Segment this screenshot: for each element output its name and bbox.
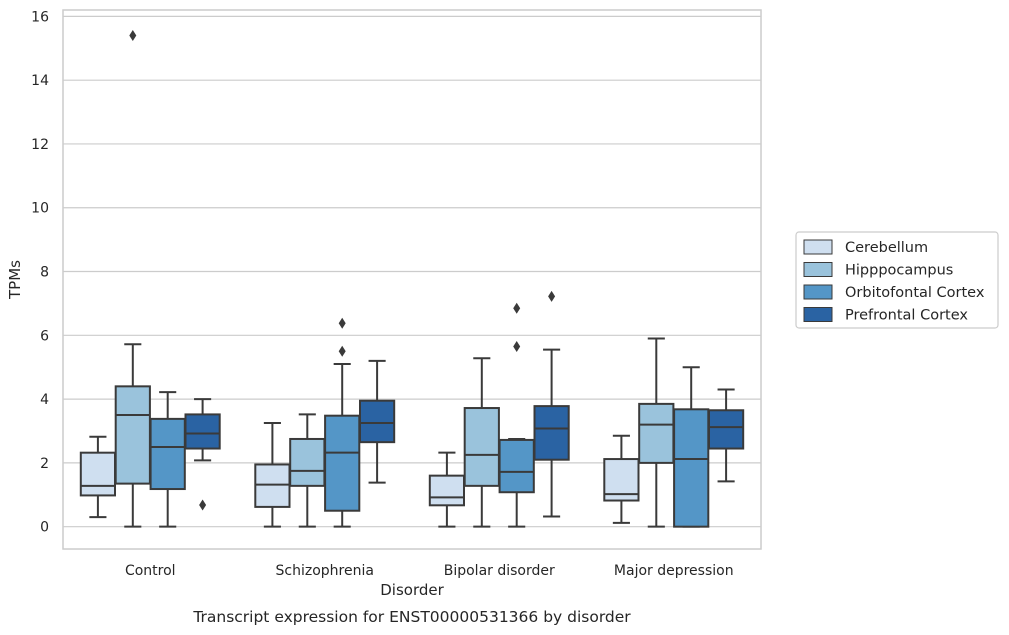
x-tick-label-major-depression: Major depression (614, 563, 734, 579)
legend-item-prefrontal-cortex: Prefrontal Cortex (803, 307, 968, 324)
box-hipppocampus-major-depression (638, 337, 675, 528)
x-axis-label: Disorder (380, 581, 444, 599)
box-cerebellum-schizophrenia (254, 422, 291, 528)
series-prefrontal-cortex (184, 290, 745, 518)
series-hipppocampus (114, 30, 675, 528)
box-iqr (673, 408, 710, 528)
box-hipppocampus-schizophrenia (289, 413, 326, 528)
legend-swatch (803, 284, 833, 300)
box-iqr (114, 385, 151, 485)
outlier-point (513, 340, 521, 352)
box-iqr (533, 405, 570, 461)
y-axis-label: TPMs (6, 260, 24, 300)
legend-item-cerebellum: Cerebellum (803, 239, 928, 256)
outlier-point (338, 317, 346, 329)
legend-swatch (803, 239, 833, 255)
box-plot-series (79, 30, 745, 528)
outlier-point (338, 345, 346, 357)
legend-swatch (803, 307, 833, 322)
box-prefrontal-cortex-major-depression (707, 388, 745, 483)
box-cerebellum-control (79, 435, 117, 519)
y-tick-label: 0 (40, 520, 49, 536)
legend-item-orbitofontal-cortex: Orbitofontal Cortex (803, 284, 985, 301)
box-iqr (358, 399, 396, 444)
outlier-point (199, 499, 207, 511)
box-cerebellum-bipolar-disorder (428, 451, 466, 528)
legend: Cerebellum Hipppocampus Orbitofontal Corte… (795, 231, 999, 329)
box-orbitofontal-cortex-schizophrenia (324, 317, 361, 528)
y-tick-label: 16 (31, 9, 49, 25)
box-iqr (254, 463, 291, 508)
box-prefrontal-cortex-bipolar-disorder (533, 290, 570, 518)
box-iqr (324, 414, 361, 512)
outlier-point (513, 302, 521, 314)
outlier-point (129, 30, 137, 42)
box-iqr (638, 402, 675, 464)
legend-label: Prefrontal Cortex (845, 308, 968, 324)
box-prefrontal-cortex-control (184, 398, 221, 511)
x-tick-label-control: Control (125, 563, 176, 579)
plot-frame (62, 9, 762, 550)
box-cerebellum-major-depression (603, 434, 640, 524)
legend-frame (795, 231, 999, 329)
legend-label: Hipppocampus (845, 263, 953, 279)
box-iqr (149, 417, 186, 491)
box-orbitofontal-cortex-major-depression (673, 366, 710, 528)
outlier-point (548, 290, 556, 302)
x-tick-label-schizophrenia: Schizophrenia (276, 563, 374, 579)
y-tick-label: 2 (40, 456, 49, 472)
legend-label: Cerebellum (845, 240, 928, 256)
y-tick-label: 12 (31, 137, 49, 153)
box-iqr (289, 437, 326, 487)
y-tick-label: 8 (40, 265, 49, 281)
series-cerebellum (79, 422, 640, 528)
box-prefrontal-cortex-schizophrenia (358, 359, 396, 484)
y-tick-label: 14 (31, 73, 49, 89)
y-tick-label: 10 (31, 201, 49, 217)
x-axis-ticks: Control Schizophrenia Bipolar disorder Majo… (125, 563, 734, 579)
box-iqr (707, 409, 745, 450)
box-orbitofontal-cortex-control (149, 391, 186, 528)
box-hipppocampus-control (114, 30, 151, 528)
box-hipppocampus-bipolar-disorder (463, 357, 500, 528)
box-iqr (498, 438, 535, 494)
y-axis-ticks: 0 2 4 6 8 10 12 14 16 (31, 9, 49, 535)
x-tick-label-bipolar-disorder: Bipolar disorder (444, 563, 555, 579)
y-tick-label: 6 (40, 328, 49, 344)
chart-caption: Transcript expression for ENST0000053136… (192, 608, 631, 626)
legend-swatch (803, 262, 833, 277)
y-tick-label: 4 (40, 392, 49, 408)
box-orbitofontal-cortex-bipolar-disorder (498, 302, 535, 528)
legend-label: Orbitofontal Cortex (845, 285, 985, 301)
box-iqr (428, 474, 466, 507)
box-iqr (184, 413, 221, 450)
box-iqr (79, 451, 117, 497)
legend-item-hipppocampus: Hipppocampus (803, 262, 953, 279)
box-iqr (463, 407, 500, 487)
series-orbitofontal-cortex (149, 302, 710, 528)
